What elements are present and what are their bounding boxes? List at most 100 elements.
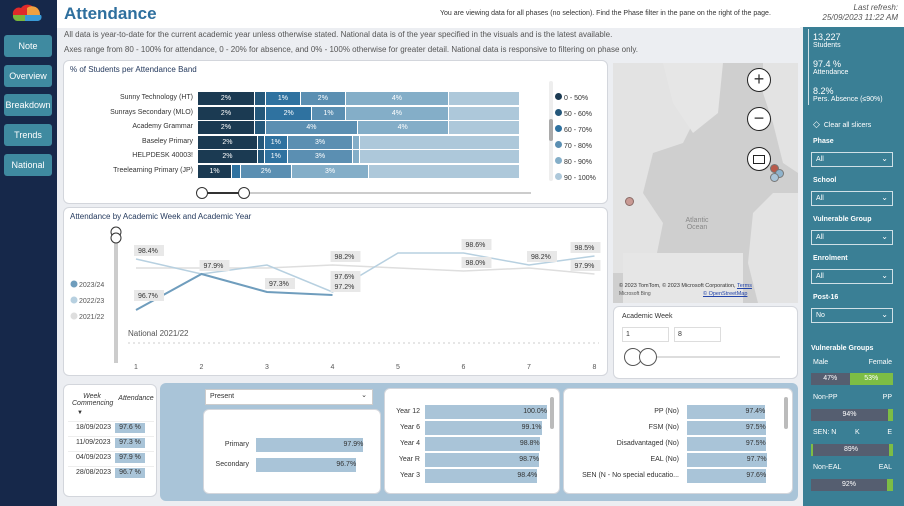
legend-swatch: [555, 109, 562, 116]
band-segment[interactable]: 4%: [346, 92, 449, 105]
band-segment[interactable]: 2%: [266, 106, 312, 120]
bar[interactable]: 96.7%: [256, 458, 357, 472]
clear-slicers-button[interactable]: ◇ Clear all slicers: [813, 119, 871, 130]
legend-item[interactable]: 90 - 100%: [555, 173, 596, 182]
table-row[interactable]: [68, 436, 154, 450]
week-range-slider[interactable]: [624, 348, 780, 366]
band-segment[interactable]: [448, 121, 520, 134]
series-line-2023-24[interactable]: [135, 272, 333, 311]
measure-select[interactable]: Present ⌄: [205, 389, 373, 405]
band-segment[interactable]: 2%: [240, 164, 293, 178]
band-segment[interactable]: [448, 92, 520, 105]
bar[interactable]: 100.0%: [425, 405, 547, 419]
bar[interactable]: 98.7%: [425, 453, 540, 467]
legend-item[interactable]: 50 - 60%: [555, 109, 592, 118]
year-scrollbar[interactable]: [550, 397, 554, 429]
filter-dropdown[interactable]: All ⌄: [811, 191, 893, 206]
band-segment[interactable]: 4%: [346, 106, 449, 120]
series-line-2022-23[interactable]: [135, 252, 595, 293]
band-segment[interactable]: 1%: [266, 92, 301, 105]
nav-note-button[interactable]: Note: [4, 35, 52, 57]
band-segment[interactable]: 3%: [292, 164, 369, 178]
band-segment[interactable]: 3%: [287, 150, 354, 163]
band-segment[interactable]: 3%: [287, 135, 354, 149]
band-segment[interactable]: [254, 92, 267, 105]
slider-handle-end[interactable]: [639, 348, 657, 366]
slider-handle[interactable]: [110, 232, 122, 244]
bar[interactable]: 97.5%: [687, 421, 766, 435]
band-segment[interactable]: [254, 106, 267, 120]
slider-handle-start[interactable]: [196, 187, 208, 199]
table-row[interactable]: [68, 466, 154, 480]
band-segment[interactable]: 1%: [264, 135, 288, 149]
week-to-input[interactable]: 8: [674, 327, 721, 342]
legend-label[interactable]: 2021/22: [79, 314, 104, 321]
bar[interactable]: 97.4%: [687, 405, 766, 419]
bar[interactable]: 98.8%: [425, 437, 540, 451]
map-point[interactable]: [625, 197, 634, 206]
filter-dropdown[interactable]: All ⌄: [811, 230, 893, 245]
nav-breakdown-button[interactable]: Breakdown: [4, 94, 52, 116]
band-segment[interactable]: [360, 135, 520, 149]
map-terms-link[interactable]: Terms: [736, 283, 752, 289]
filter-dropdown[interactable]: All ⌄: [811, 269, 893, 284]
bar[interactable]: 98.4%: [425, 469, 538, 483]
band-segment[interactable]: 2%: [300, 92, 347, 105]
band-segment[interactable]: [360, 150, 520, 163]
academic-week-slicer: Academic Week 1 8: [613, 306, 798, 379]
zoom-out-icon[interactable]: −: [747, 107, 771, 131]
band-segment[interactable]: 2%: [198, 106, 255, 120]
band-segment[interactable]: 2%: [198, 121, 255, 134]
filter-dropdown[interactable]: No ⌄: [811, 308, 893, 323]
band-segment[interactable]: [448, 106, 520, 120]
band-segment[interactable]: 1%: [264, 150, 288, 163]
col-attendance[interactable]: Attendance: [118, 395, 154, 402]
sort-desc-icon[interactable]: ▼: [77, 410, 83, 416]
legend-label[interactable]: 2023/24: [79, 282, 104, 289]
band-scrollbar[interactable]: [549, 81, 553, 181]
nav-national-button[interactable]: National: [4, 154, 52, 176]
select-area-icon[interactable]: [747, 147, 771, 171]
band-segment[interactable]: [257, 135, 265, 149]
map[interactable]: Atlantic Ocean + − © 2023 TomTom, © 2023…: [613, 63, 798, 303]
slider-handle-end[interactable]: [238, 187, 250, 199]
col-week-commencing[interactable]: Week Commencing: [72, 393, 114, 407]
bar[interactable]: 97.6%: [687, 469, 767, 483]
bar[interactable]: 99.1%: [425, 421, 542, 435]
group-scrollbar[interactable]: [784, 397, 788, 429]
bar[interactable]: 97.7%: [687, 453, 767, 467]
zoom-in-icon[interactable]: +: [747, 68, 771, 92]
band-row-label: Treelearning Primary (JP): [113, 166, 193, 174]
band-segment[interactable]: [353, 150, 361, 163]
band-segment[interactable]: 1%: [198, 164, 233, 178]
band-segment[interactable]: [254, 121, 267, 134]
week-from-input[interactable]: 1: [622, 327, 669, 342]
vertical-slider[interactable]: [114, 228, 118, 363]
band-segment[interactable]: [257, 150, 265, 163]
bar[interactable]: 97.5%: [687, 437, 766, 451]
band-segment[interactable]: 2%: [198, 135, 258, 149]
nav-trends-button[interactable]: Trends: [4, 124, 52, 146]
table-row[interactable]: [68, 451, 154, 465]
legend-item[interactable]: 70 - 80%: [555, 141, 592, 150]
band-segment[interactable]: 2%: [198, 92, 255, 105]
map-osm-link[interactable]: © OpenStreetMap: [703, 291, 748, 297]
band-segment[interactable]: [353, 135, 361, 149]
legend-item[interactable]: 0 - 50%: [555, 93, 588, 102]
band-segment[interactable]: [368, 164, 520, 178]
band-segment[interactable]: [232, 164, 241, 178]
map-point[interactable]: [770, 173, 779, 182]
band-range-slider[interactable]: [196, 187, 531, 199]
nav-overview-button[interactable]: Overview: [4, 65, 52, 87]
band-segment[interactable]: 2%: [198, 150, 258, 163]
band-segment[interactable]: 1%: [311, 106, 347, 120]
table-row[interactable]: [68, 421, 154, 435]
legend-item[interactable]: 80 - 90%: [555, 157, 592, 166]
bar[interactable]: 97.9%: [256, 438, 364, 452]
band-segment[interactable]: 4%: [266, 121, 358, 134]
filter-dropdown[interactable]: All ⌄: [811, 152, 893, 167]
legend-item[interactable]: 60 - 70%: [555, 125, 592, 134]
map-point[interactable]: [770, 164, 779, 173]
legend-label[interactable]: 2022/23: [79, 298, 104, 305]
band-segment[interactable]: 4%: [357, 121, 449, 134]
